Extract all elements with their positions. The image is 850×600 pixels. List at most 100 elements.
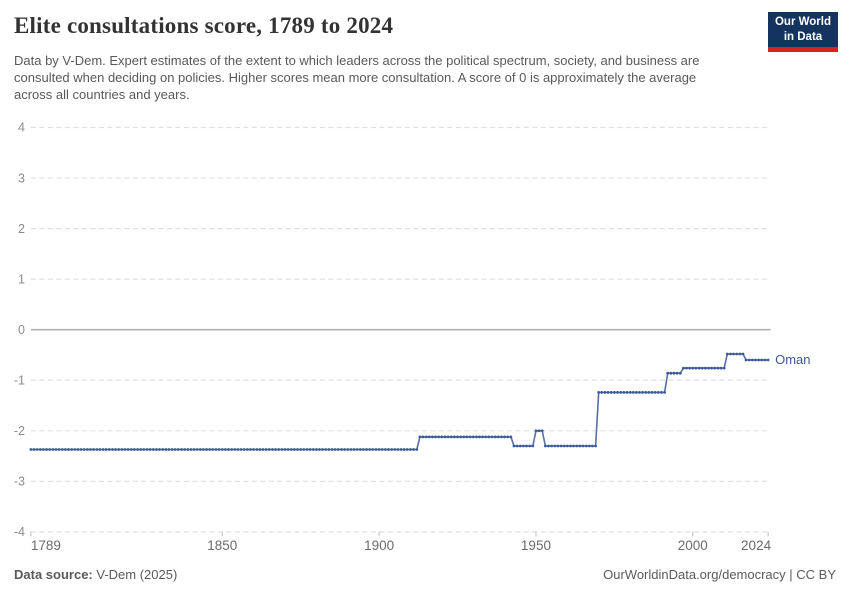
data-source-value: V-Dem (2025) xyxy=(92,567,178,582)
data-point xyxy=(267,448,271,451)
data-point xyxy=(409,448,412,451)
data-point xyxy=(449,435,453,439)
data-point xyxy=(296,448,299,451)
data-point xyxy=(60,448,64,451)
data-point xyxy=(104,448,108,451)
data-point xyxy=(390,448,394,451)
data-point xyxy=(126,448,130,451)
y-tick-label: -4 xyxy=(14,525,25,539)
data-point xyxy=(744,358,748,362)
data-point xyxy=(76,448,80,451)
data-point xyxy=(399,448,403,451)
data-point xyxy=(704,366,707,370)
data-point xyxy=(139,448,143,451)
owid-credit-link[interactable]: OurWorldinData.org/democracy | CC BY xyxy=(603,567,836,582)
data-point xyxy=(562,444,566,448)
data-point xyxy=(490,435,494,439)
data-point xyxy=(336,448,340,451)
data-point xyxy=(512,444,516,448)
data-point xyxy=(117,448,121,451)
data-point xyxy=(239,448,243,451)
data-point xyxy=(760,358,764,362)
data-point xyxy=(613,391,616,394)
data-point xyxy=(42,448,45,451)
data-point xyxy=(242,448,246,451)
data-point xyxy=(754,358,757,362)
data-point xyxy=(462,435,466,439)
data-point xyxy=(271,448,274,451)
data-point xyxy=(362,448,365,451)
data-point xyxy=(553,444,557,448)
x-tick-label: 2000 xyxy=(678,538,708,553)
data-point xyxy=(274,448,277,451)
data-point xyxy=(421,435,425,439)
data-point xyxy=(340,448,343,451)
data-point xyxy=(246,448,249,451)
data-point xyxy=(663,391,666,394)
data-point xyxy=(644,391,648,394)
y-tick-label: 2 xyxy=(18,222,25,236)
data-point xyxy=(484,435,488,439)
data-point xyxy=(638,391,641,394)
data-point xyxy=(289,448,293,451)
data-source-label: Data source: xyxy=(14,567,93,582)
data-point xyxy=(606,391,610,394)
data-point xyxy=(672,371,676,375)
data-point xyxy=(556,444,560,448)
data-point xyxy=(694,366,698,370)
data-point xyxy=(531,444,535,448)
data-point xyxy=(600,391,604,394)
data-point xyxy=(380,448,384,451)
data-point xyxy=(255,448,259,451)
data-point xyxy=(412,448,415,451)
data-point xyxy=(374,448,378,451)
data-point xyxy=(603,391,607,394)
data-point xyxy=(465,435,469,439)
data-point xyxy=(459,435,463,439)
data-point xyxy=(722,366,726,370)
data-point xyxy=(164,448,168,451)
data-point xyxy=(747,358,751,362)
data-point xyxy=(35,448,39,451)
data-point xyxy=(738,352,742,356)
data-point xyxy=(208,448,212,451)
data-point xyxy=(660,391,663,394)
data-point xyxy=(584,444,588,448)
data-point xyxy=(249,448,252,451)
data-point xyxy=(732,352,735,356)
data-point xyxy=(73,448,77,451)
data-point xyxy=(471,435,475,439)
data-point xyxy=(427,435,431,439)
data-point xyxy=(509,435,513,439)
data-point xyxy=(92,448,95,451)
data-point xyxy=(318,448,321,451)
y-tick-label: -3 xyxy=(14,475,25,489)
data-point xyxy=(142,448,146,451)
data-point xyxy=(628,391,632,394)
entity-label[interactable]: Oman xyxy=(775,352,810,367)
y-tick-label: 1 xyxy=(18,272,25,286)
data-point xyxy=(619,391,623,394)
data-point xyxy=(299,448,303,451)
data-point xyxy=(415,448,419,451)
data-point xyxy=(29,448,33,451)
data-point xyxy=(716,366,720,370)
data-point xyxy=(236,448,240,451)
data-point xyxy=(170,448,174,451)
data-point xyxy=(192,448,196,451)
data-point xyxy=(217,448,221,451)
data-point xyxy=(763,358,767,362)
data-point xyxy=(302,448,306,451)
data-point xyxy=(575,444,579,448)
data-point xyxy=(440,435,444,439)
data-point xyxy=(202,448,205,451)
data-point xyxy=(710,366,713,370)
data-point xyxy=(214,448,218,451)
data-point xyxy=(227,448,230,451)
data-point xyxy=(308,448,312,451)
data-point xyxy=(688,366,692,370)
data-point xyxy=(534,429,538,433)
series-line[interactable] xyxy=(30,353,769,451)
data-point xyxy=(656,391,660,394)
